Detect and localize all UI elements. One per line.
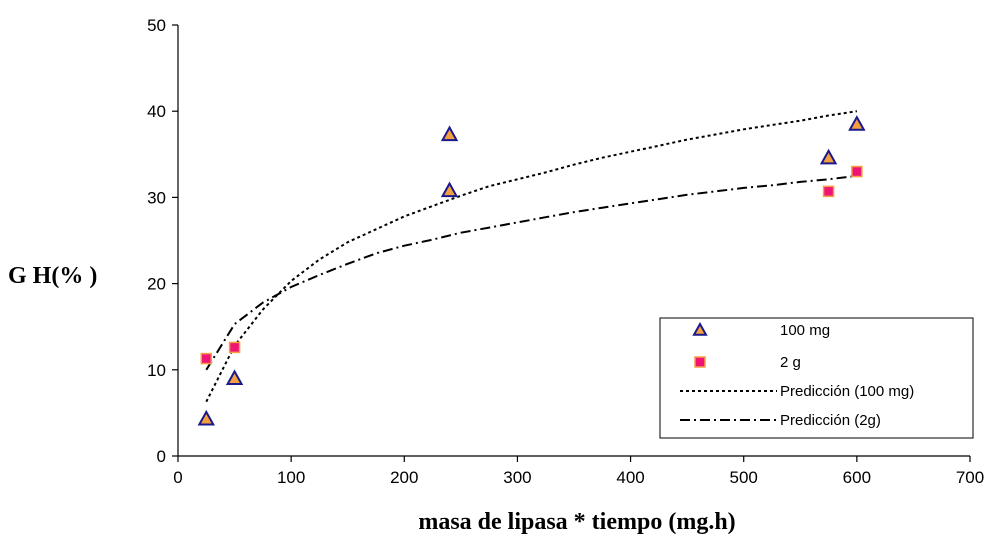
y-tick-label: 30 <box>147 188 166 207</box>
x-tick-label: 500 <box>730 468 758 487</box>
data-point-square <box>822 185 835 198</box>
data-point-triangle <box>197 409 215 426</box>
x-tick-label: 700 <box>956 468 984 487</box>
legend-box <box>659 317 974 439</box>
data-point-triangle <box>819 148 838 165</box>
y-axis-label: G H(% ) <box>8 263 97 289</box>
axes <box>172 24 971 462</box>
y-tick-label: 50 <box>147 16 166 35</box>
data-point-square <box>200 352 213 365</box>
x-tick-label: 400 <box>616 468 644 487</box>
series-line <box>205 174 858 371</box>
legend-marker-square <box>694 356 706 368</box>
legend-label: 2 g <box>780 354 801 371</box>
legend-label: Predicción (100 mg) <box>780 383 914 400</box>
data-point-square <box>851 165 863 178</box>
legend-label: Predicción (2g) <box>780 412 881 429</box>
x-axis-label: masa de lipasa * tiempo (mg.h) <box>418 509 735 535</box>
legend: 100 mg 2 g Predicción (100 mg) Predicción (… <box>659 317 974 439</box>
data-point-triangle <box>440 125 459 142</box>
x-tick-label: 200 <box>390 468 418 487</box>
plot-area <box>197 110 866 426</box>
x-tick-label: 100 <box>277 468 305 487</box>
legend-marker-triangle <box>692 321 708 336</box>
y-tick-label: 10 <box>147 361 166 380</box>
x-tick-label: 300 <box>503 468 531 487</box>
data-point-triangle <box>225 369 244 386</box>
data-point-triangle <box>848 115 866 131</box>
x-tick-label: 0 <box>173 468 182 487</box>
data-point-square <box>228 341 241 354</box>
legend-label: 100 mg <box>780 322 830 339</box>
x-tick-label: 600 <box>843 468 871 487</box>
y-tick-label: 0 <box>157 447 166 466</box>
y-tick-label: 20 <box>147 275 166 294</box>
data-point-triangle <box>440 181 459 198</box>
y-tick-label: 40 <box>147 102 166 121</box>
